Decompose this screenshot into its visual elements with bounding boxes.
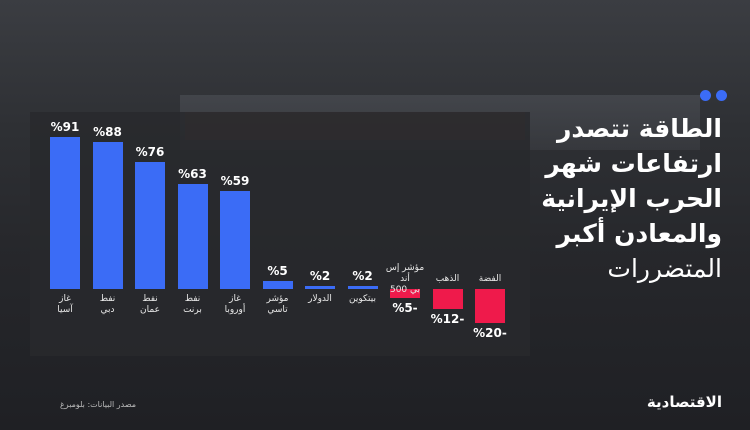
value-label: %59 [220, 173, 250, 188]
value-label: %12- [430, 312, 465, 327]
value-label: %2 [309, 268, 331, 283]
title-line: ارتفاعات شهر [545, 149, 722, 178]
value-label: %5 [267, 263, 288, 278]
bar [262, 280, 293, 290]
bar [432, 289, 463, 310]
bar [92, 142, 123, 290]
value-label: %88 [93, 125, 122, 140]
bar [347, 285, 378, 290]
category-label: الفضة [478, 274, 502, 285]
value-label: %2 [352, 268, 373, 283]
category-label: نفط برنت [183, 294, 202, 316]
value-label: %91 [50, 120, 80, 135]
title-line: الحرب الإيرانية [541, 184, 722, 213]
bar [305, 285, 335, 290]
bar [50, 137, 80, 290]
category-label: غاز أوروبا [224, 294, 246, 316]
dot [716, 90, 727, 101]
category-label: نفط عمان [140, 294, 160, 316]
bar [390, 289, 420, 298]
bar [475, 289, 505, 323]
value-label: %63 [178, 166, 207, 181]
category-label: بيتكوين [349, 294, 376, 305]
category-label: مؤشر إس أند بي 500 [385, 263, 425, 296]
title-line: والمعادن أكبر [556, 219, 723, 248]
brand: الاقتصادية [646, 393, 722, 411]
bar [177, 183, 208, 290]
category-label: مؤشر تاسي [266, 294, 289, 316]
bar [135, 162, 165, 290]
source: مصدر البيانات: بلومبرغ [60, 400, 137, 409]
category-label: غاز آسيا [57, 294, 73, 316]
value-label: %76 [135, 145, 165, 160]
value-label: %5- [392, 300, 418, 315]
category-label: الدولار [308, 294, 332, 305]
value-label: %20- [473, 325, 507, 340]
bar [220, 190, 250, 290]
title-line: المتضررات [607, 254, 722, 283]
category-label: الذهب [435, 274, 460, 285]
dot [700, 90, 711, 101]
category-label: نفط دبي [99, 294, 116, 316]
title-line: الطاقة تتصدر [557, 114, 722, 143]
